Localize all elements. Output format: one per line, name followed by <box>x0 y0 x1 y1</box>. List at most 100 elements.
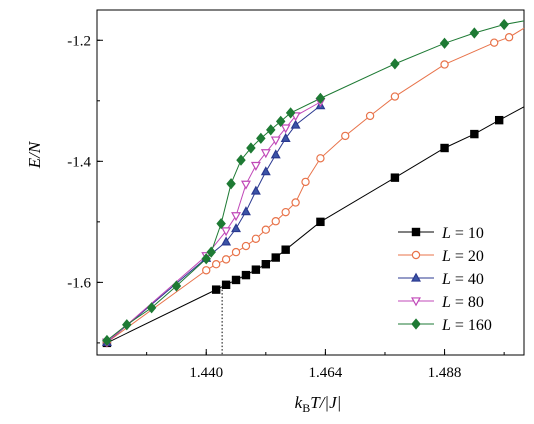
plot-frame <box>96 9 525 356</box>
data-point <box>206 246 216 258</box>
data-point <box>231 275 241 285</box>
data-point <box>271 217 280 226</box>
legend-marker <box>411 297 421 307</box>
data-point <box>102 334 112 347</box>
legend-label-value: = 80 <box>451 294 484 311</box>
legend-label-variable: L <box>441 248 451 265</box>
data-point <box>171 280 182 292</box>
x-axis-label-subscript: B <box>302 401 310 415</box>
data-point <box>241 241 251 251</box>
data-point <box>202 266 211 275</box>
data-point <box>315 92 326 104</box>
data-point <box>270 149 281 159</box>
data-point <box>280 132 291 142</box>
data-point <box>261 225 271 234</box>
data-point <box>246 142 256 154</box>
data-point <box>365 111 375 121</box>
legend-label-value: = 160 <box>451 317 492 334</box>
data-point <box>271 253 280 262</box>
data-point <box>281 207 290 217</box>
data-point <box>390 92 400 101</box>
series-markers <box>101 18 514 348</box>
legend-label-value: = 10 <box>451 225 484 242</box>
y-tick-label: -1.6 <box>67 275 91 291</box>
data-point <box>231 223 241 233</box>
x-tick-label: 1.464 <box>309 365 343 381</box>
x-axis-ticks: 1.440 1.464 1.488 <box>146 349 505 381</box>
data-point <box>316 217 325 227</box>
legend-label-variable: L <box>441 271 451 288</box>
data-point <box>440 143 449 153</box>
data-point <box>221 227 232 237</box>
data-point <box>290 119 301 129</box>
data-point <box>231 247 241 257</box>
data-point <box>260 166 271 176</box>
y-axis-ticks: -1.2 -1.4 -1.6 <box>67 33 103 344</box>
data-point <box>270 136 281 146</box>
legend-label: L = 20 <box>441 248 484 265</box>
legend-label-variable: L <box>441 225 451 242</box>
y-axis-label: E/N <box>25 140 44 169</box>
data-point <box>341 131 350 141</box>
data-point <box>469 27 480 39</box>
data-point <box>211 260 221 269</box>
data-point <box>390 173 400 182</box>
plot-border <box>96 9 525 356</box>
legend-marker <box>411 272 421 282</box>
data-point <box>226 178 236 190</box>
data-point <box>221 255 231 264</box>
data-point <box>146 302 157 314</box>
legend-label: L = 80 <box>441 294 484 311</box>
data-point <box>122 319 132 331</box>
legend-label: L = 10 <box>441 225 484 242</box>
data-point <box>440 60 449 69</box>
data-point <box>470 129 479 139</box>
legend-label-variable: L <box>441 294 451 311</box>
legend-marker <box>411 318 421 330</box>
x-axis-label-k: k <box>295 393 303 412</box>
legend-label-value: = 40 <box>451 271 484 288</box>
data-point <box>504 33 514 42</box>
data-point <box>216 218 226 230</box>
data-point <box>240 206 251 216</box>
data-point <box>250 161 261 171</box>
data-point <box>241 270 251 280</box>
data-point <box>390 58 400 70</box>
y-tick-label: -1.4 <box>67 154 91 170</box>
x-tick-label: 1.440 <box>189 365 223 381</box>
data-point <box>285 107 296 119</box>
data-point <box>251 265 261 274</box>
data-point <box>499 18 509 31</box>
legend-marker <box>411 227 421 237</box>
data-point <box>439 37 450 49</box>
data-point <box>275 115 286 127</box>
data-point <box>494 115 504 125</box>
legend: L = 10L = 20L = 40L = 80L = 160 <box>398 225 492 334</box>
data-point <box>211 285 221 294</box>
legend-label: L = 160 <box>441 317 492 334</box>
data-point <box>291 198 300 207</box>
data-point <box>301 177 310 187</box>
data-point <box>221 280 231 289</box>
data-point <box>490 38 499 47</box>
legend-label: L = 40 <box>441 271 484 288</box>
data-point <box>260 149 271 159</box>
series-line-4 <box>106 20 525 341</box>
x-axis-label: kBT/|J| <box>295 393 342 415</box>
data-point <box>231 212 241 222</box>
data-point <box>261 260 271 269</box>
legend-label-variable: L <box>441 317 451 334</box>
legend-marker <box>411 250 421 260</box>
data-point <box>316 154 325 163</box>
y-tick-label: -1.2 <box>67 33 91 49</box>
data-point <box>236 154 246 166</box>
x-tick-label: 1.488 <box>428 365 462 381</box>
data-point <box>201 253 211 265</box>
data-point <box>281 245 290 254</box>
data-point <box>256 132 266 144</box>
x-axis-label-rest: T/|J| <box>310 393 341 412</box>
data-point <box>240 180 251 190</box>
data-point <box>266 124 276 136</box>
data-point <box>221 236 232 246</box>
